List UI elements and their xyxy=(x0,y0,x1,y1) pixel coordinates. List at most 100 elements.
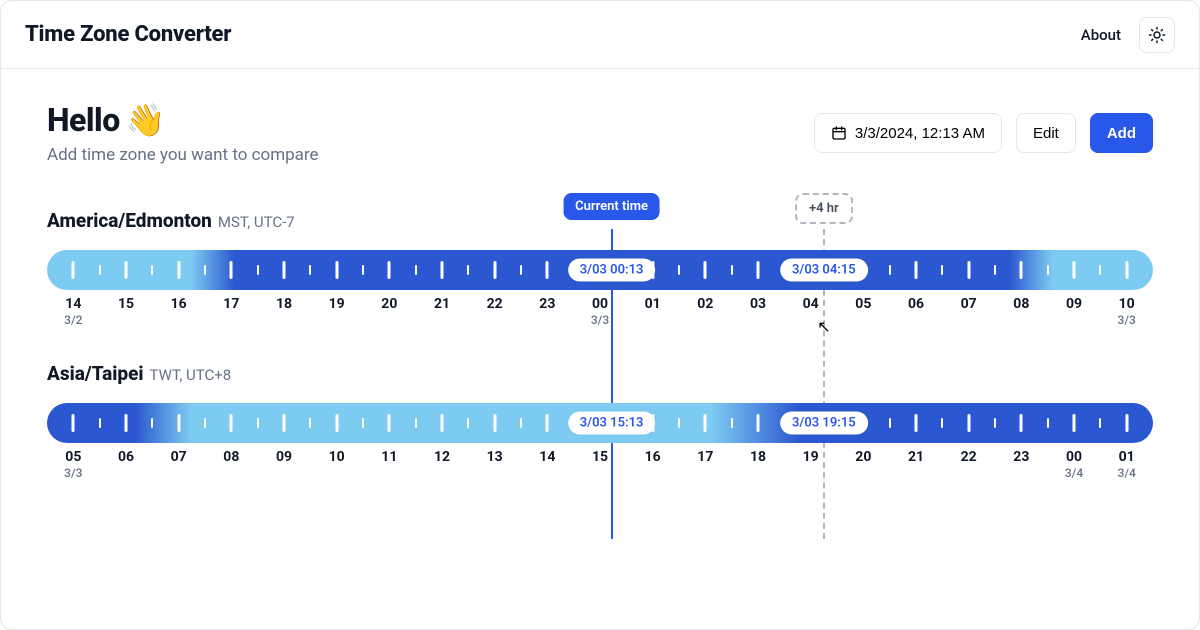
hour-label-hour: 10 xyxy=(329,449,345,465)
hour-label: 07 xyxy=(961,296,977,312)
add-button[interactable]: Add xyxy=(1090,113,1153,153)
hour-label: 08 xyxy=(1013,296,1029,312)
hour-label-hour: 06 xyxy=(908,296,924,312)
hour-label-hour: 01 xyxy=(645,296,661,312)
hour-label: 16 xyxy=(171,296,187,312)
hour-label: 21 xyxy=(434,296,450,312)
hour-label-hour: 20 xyxy=(381,296,397,312)
hour-label: 103/3 xyxy=(1117,296,1135,327)
app-header: Time Zone Converter About xyxy=(1,1,1199,69)
hour-label-hour: 13 xyxy=(487,449,503,465)
hour-label-hour: 18 xyxy=(276,296,292,312)
wave-emoji: 👋 xyxy=(126,101,165,139)
hour-label-hour: 08 xyxy=(1013,296,1029,312)
hour-label-hour: 16 xyxy=(645,449,661,465)
hour-label-hour: 09 xyxy=(276,449,292,465)
hour-label-hour: 23 xyxy=(1013,449,1029,465)
hour-label: 20 xyxy=(381,296,397,312)
app-title: Time Zone Converter xyxy=(25,22,231,47)
hour-label-date: 3/3 xyxy=(591,313,609,327)
time-pill-hover: 3/03 19:15 xyxy=(780,412,868,435)
hour-label-hour: 09 xyxy=(1066,296,1082,312)
hour-label: 02 xyxy=(697,296,713,312)
hour-label: 22 xyxy=(487,296,503,312)
hour-label-date: 3/3 xyxy=(64,466,82,480)
hour-label-hour: 19 xyxy=(329,296,345,312)
hour-label: 10 xyxy=(329,449,345,465)
hour-label: 15 xyxy=(118,296,134,312)
timezone-meta: MST, UTC-7 xyxy=(218,213,295,231)
hour-label: 05 xyxy=(855,296,871,312)
hour-label-hour: 17 xyxy=(223,296,239,312)
time-pill-hover: 3/03 04:15 xyxy=(780,259,868,282)
timezone-meta: TWT, UTC+8 xyxy=(150,366,232,384)
hour-label: 12 xyxy=(434,449,450,465)
time-pill-current: 3/03 00:13 xyxy=(568,259,656,282)
hour-label-hour: 04 xyxy=(803,296,819,312)
hour-label-date: 3/2 xyxy=(64,313,82,327)
hour-label: 17 xyxy=(223,296,239,312)
page-title: Hello 👋 xyxy=(47,101,319,139)
hour-label: 06 xyxy=(118,449,134,465)
hour-label: 143/2 xyxy=(64,296,82,327)
hour-label-hour: 07 xyxy=(171,449,187,465)
hero-row: Hello 👋 Add time zone you want to compar… xyxy=(47,101,1153,165)
date-picker-button[interactable]: 3/3/2024, 12:13 AM xyxy=(814,113,1002,153)
hour-label: 20 xyxy=(855,449,871,465)
hour-label: 21 xyxy=(908,449,924,465)
hour-label: 19 xyxy=(329,296,345,312)
hour-label: 053/3 xyxy=(64,449,82,480)
hour-label-hour: 14 xyxy=(539,449,555,465)
hour-label: 23 xyxy=(539,296,555,312)
calendar-icon xyxy=(831,125,847,141)
time-pill-current: 3/03 15:13 xyxy=(568,412,656,435)
hour-label-hour: 08 xyxy=(223,449,239,465)
hour-label-hour: 22 xyxy=(961,449,977,465)
hour-label-hour: 15 xyxy=(592,449,608,465)
theme-toggle-button[interactable] xyxy=(1139,17,1175,53)
page-body: Hello 👋 Add time zone you want to compar… xyxy=(1,69,1199,489)
hero-actions: 3/3/2024, 12:13 AM Edit Add xyxy=(814,113,1153,153)
hour-label-hour: 00 xyxy=(592,296,608,312)
edit-button[interactable]: Edit xyxy=(1016,113,1076,153)
hour-label: 01 xyxy=(645,296,661,312)
hour-label: 003/3 xyxy=(591,296,609,327)
hour-label: 03 xyxy=(750,296,766,312)
date-picker-label: 3/3/2024, 12:13 AM xyxy=(855,125,985,142)
hour-label-date: 3/3 xyxy=(1117,313,1135,327)
about-link[interactable]: About xyxy=(1081,26,1121,44)
page-subtitle: Add time zone you want to compare xyxy=(47,145,319,165)
hour-label-hour: 10 xyxy=(1119,296,1135,312)
hour-label-hour: 22 xyxy=(487,296,503,312)
hour-label: 16 xyxy=(645,449,661,465)
header-actions: About xyxy=(1081,17,1175,53)
hour-label-hour: 05 xyxy=(855,296,871,312)
hour-label-hour: 14 xyxy=(65,296,81,312)
timezone-bar[interactable]: 3/03 15:13 3/03 19:15 xyxy=(47,403,1153,443)
sun-icon xyxy=(1148,26,1166,44)
hour-label-hour: 21 xyxy=(434,296,450,312)
timezone-bar[interactable]: 3/03 00:13 3/03 04:15 xyxy=(47,250,1153,290)
hour-label-hour: 01 xyxy=(1119,449,1135,465)
timezone-name: Asia/Taipei xyxy=(47,362,144,385)
hour-axis: 053/306070809101112131415161718192021222… xyxy=(47,449,1153,489)
hour-axis: 143/2151617181920212223003/3010203040506… xyxy=(47,296,1153,336)
hour-label-hour: 16 xyxy=(171,296,187,312)
hour-label: 06 xyxy=(908,296,924,312)
hour-label-hour: 02 xyxy=(697,296,713,312)
hour-label-hour: 05 xyxy=(65,449,81,465)
timezone-row: Asia/Taipei TWT, UTC+8 3/03 15:13 3/03 19:1… xyxy=(47,362,1153,489)
hour-label: 23 xyxy=(1013,449,1029,465)
hour-label: 22 xyxy=(961,449,977,465)
hour-label: 14 xyxy=(539,449,555,465)
hour-label: 04 xyxy=(803,296,819,312)
hour-label: 17 xyxy=(697,449,713,465)
hour-label-hour: 20 xyxy=(855,449,871,465)
hover-time-bubble: +4 hr xyxy=(795,193,853,224)
hour-label-hour: 00 xyxy=(1066,449,1082,465)
hour-label: 19 xyxy=(803,449,819,465)
hour-label-hour: 06 xyxy=(118,449,134,465)
timezone-row: America/EdmontonMST, UTC-73/03 00:133/03… xyxy=(47,209,1153,336)
hour-label-date: 3/4 xyxy=(1065,466,1083,480)
hour-label: 18 xyxy=(750,449,766,465)
